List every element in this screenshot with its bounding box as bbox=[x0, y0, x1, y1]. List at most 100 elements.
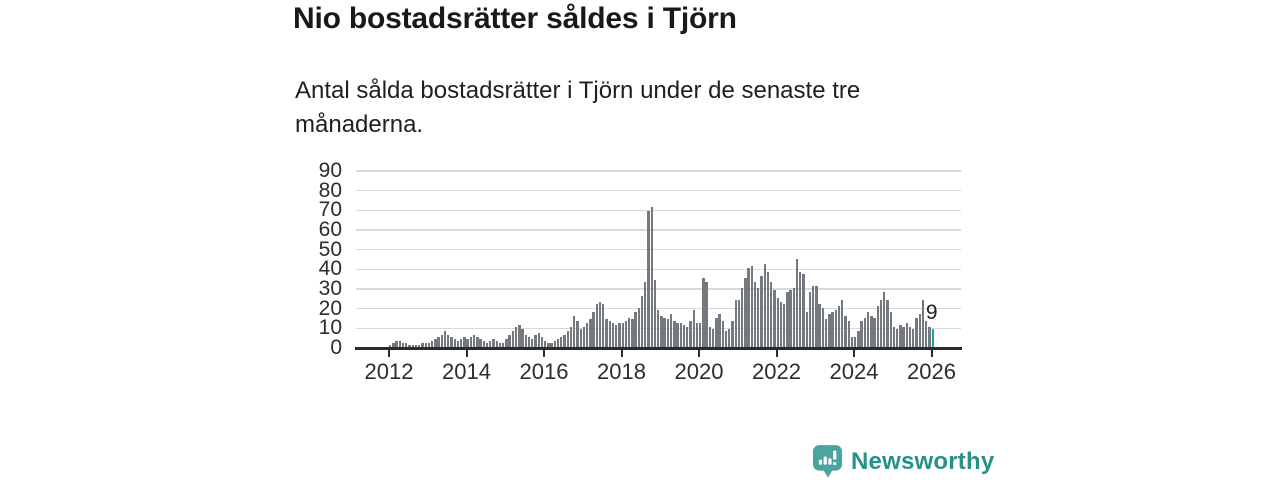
bar bbox=[805, 311, 808, 347]
bar bbox=[582, 327, 586, 347]
x-axis-tick bbox=[698, 349, 700, 357]
bar bbox=[889, 311, 892, 347]
bar bbox=[731, 321, 734, 347]
bar bbox=[440, 335, 443, 347]
bar bbox=[624, 321, 628, 347]
bar bbox=[531, 339, 534, 347]
bar bbox=[476, 337, 479, 347]
bar bbox=[479, 339, 482, 347]
y-axis-tick-label: 60 bbox=[318, 218, 342, 241]
gridline bbox=[356, 248, 961, 251]
bar bbox=[492, 339, 495, 347]
newsworthy-chart-bubble-icon bbox=[812, 445, 843, 478]
bar bbox=[863, 317, 867, 347]
bar bbox=[728, 329, 731, 347]
bar bbox=[702, 278, 705, 347]
bar bbox=[605, 319, 608, 347]
y-axis-tick-label: 90 bbox=[318, 159, 342, 182]
bar bbox=[699, 323, 702, 347]
bar bbox=[550, 343, 553, 347]
bar bbox=[460, 339, 463, 347]
bar bbox=[537, 333, 540, 347]
bar bbox=[669, 313, 673, 347]
bar bbox=[450, 337, 453, 347]
bar bbox=[611, 323, 615, 347]
bar bbox=[602, 303, 605, 347]
bar bbox=[527, 337, 531, 347]
bar bbox=[398, 341, 402, 347]
bar bbox=[540, 337, 544, 347]
bar bbox=[870, 315, 873, 347]
bar bbox=[585, 323, 589, 347]
gridline bbox=[356, 189, 961, 192]
bar bbox=[621, 323, 624, 347]
bar bbox=[514, 327, 518, 347]
bar bbox=[802, 274, 805, 347]
bar bbox=[463, 337, 466, 347]
bar bbox=[912, 329, 915, 347]
x-axis-tick-label: 2020 bbox=[674, 359, 724, 384]
bar bbox=[821, 307, 825, 347]
bar bbox=[595, 303, 598, 347]
bar bbox=[886, 299, 889, 347]
bar bbox=[782, 303, 786, 347]
bar bbox=[673, 321, 676, 347]
bar bbox=[418, 345, 421, 347]
bar bbox=[508, 335, 511, 347]
bar bbox=[705, 282, 708, 347]
bar bbox=[686, 327, 689, 347]
bar bbox=[753, 282, 757, 347]
bar bbox=[505, 339, 508, 347]
bar bbox=[799, 272, 802, 347]
bar bbox=[666, 319, 670, 347]
bar bbox=[737, 299, 741, 347]
y-axis-tick-label: 20 bbox=[318, 296, 342, 320]
bar bbox=[744, 278, 747, 347]
bar bbox=[421, 343, 424, 347]
bar bbox=[902, 327, 905, 347]
bar bbox=[921, 299, 925, 347]
chart-subtitle: Antal sålda bostadsrätter i Tjörn under … bbox=[295, 77, 861, 139]
bar bbox=[634, 311, 637, 347]
bar bbox=[773, 289, 776, 347]
bar bbox=[466, 339, 469, 347]
chart-title: Nio bostadsrätter såldes i Tjörn bbox=[293, 2, 737, 35]
bar bbox=[653, 280, 657, 347]
bar bbox=[556, 339, 560, 347]
bar bbox=[711, 329, 715, 347]
bar bbox=[579, 329, 582, 347]
bar bbox=[547, 343, 550, 347]
bar bbox=[456, 341, 460, 347]
bar bbox=[405, 343, 408, 347]
bar bbox=[511, 331, 515, 347]
newsworthy-logo: Newsworthy bbox=[812, 444, 994, 479]
x-axis-tick bbox=[388, 349, 390, 357]
bar bbox=[837, 305, 841, 347]
bar bbox=[618, 323, 621, 347]
bar bbox=[750, 266, 754, 347]
bar bbox=[657, 309, 660, 347]
gridline bbox=[356, 209, 961, 212]
x-axis-tick-label: 2012 bbox=[364, 359, 414, 384]
gridline bbox=[356, 170, 961, 172]
bar bbox=[485, 343, 489, 347]
bar bbox=[695, 323, 699, 347]
gridline bbox=[356, 229, 961, 231]
x-axis-tick-label: 2018 bbox=[597, 359, 646, 384]
gridline bbox=[356, 268, 961, 271]
bar bbox=[925, 321, 928, 347]
bar bbox=[489, 341, 492, 347]
bar bbox=[757, 288, 760, 347]
bar bbox=[828, 313, 831, 347]
y-axis-tick-label: 80 bbox=[318, 178, 342, 202]
bar bbox=[553, 341, 557, 347]
bar bbox=[721, 321, 724, 347]
bar bbox=[498, 343, 502, 347]
bar-chart-plot-area: 0 10 20 30 40 50 60 70 80 90 2012 2014 2016 2018 2020 2… bbox=[319, 159, 962, 384]
bar bbox=[692, 309, 695, 347]
bar bbox=[818, 303, 821, 347]
bar bbox=[841, 299, 844, 347]
bar bbox=[408, 345, 411, 347]
bar bbox=[437, 337, 440, 347]
bar bbox=[598, 301, 602, 347]
